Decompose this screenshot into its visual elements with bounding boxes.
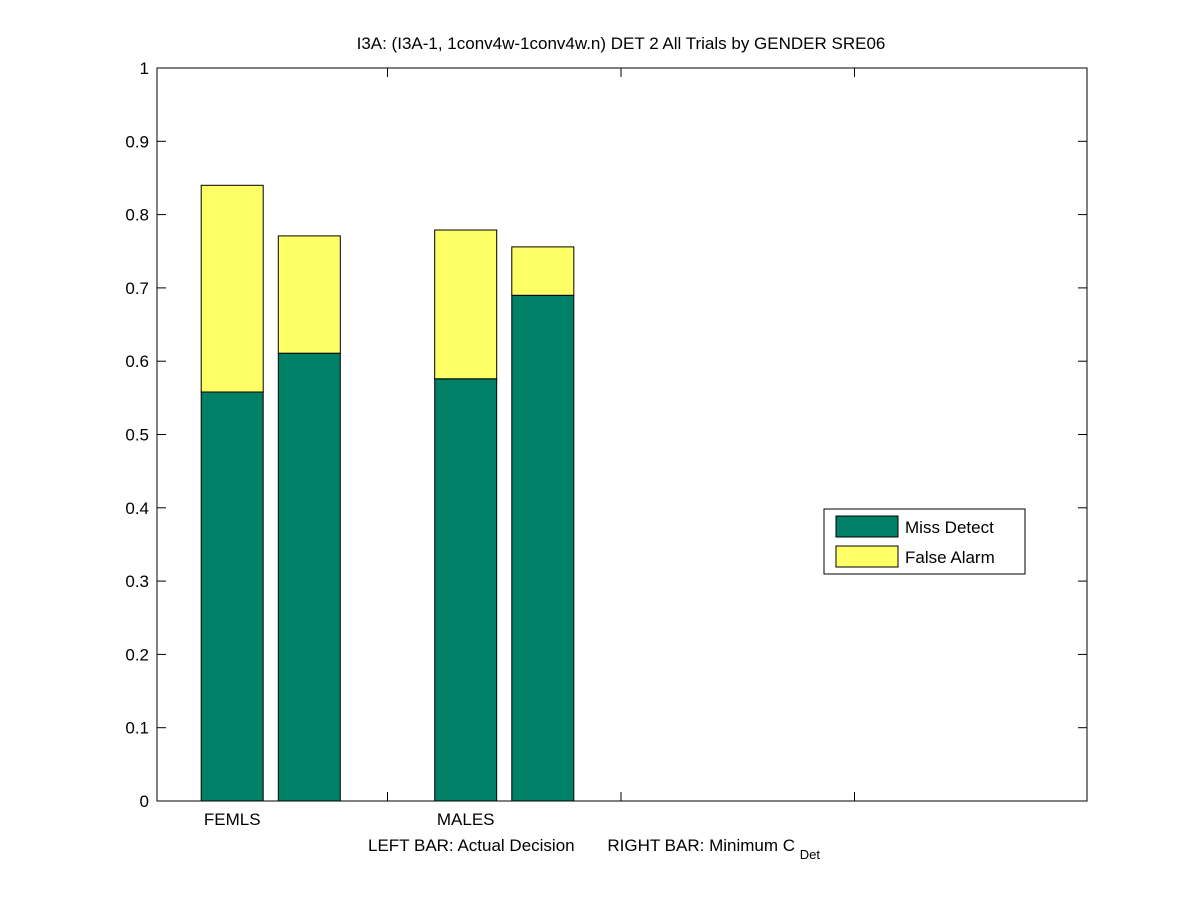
y-tick-label: 0.3	[125, 572, 149, 591]
chart-title: I3A: (I3A-1, 1conv4w-1conv4w.n) DET 2 Al…	[357, 34, 886, 53]
legend: Miss Detect False Alarm	[823, 508, 1026, 575]
y-tick-label: 0.7	[125, 279, 149, 298]
x-label-right-prefix: RIGHT BAR:	[607, 836, 704, 855]
legend-swatch-false-alarm	[835, 545, 899, 568]
x-axis: FEMLS MALES	[204, 68, 855, 829]
x-label-left-prefix: LEFT BAR:	[368, 836, 454, 855]
y-axis: 0 0.1 0.2 0.3 0.4 0.5 0.6 0.7 0.8 0.9 1	[125, 59, 1087, 811]
x-label-left-text: Actual Decision	[457, 836, 574, 855]
x-tick-label: MALES	[437, 810, 495, 829]
x-axis-label: LEFT BAR: Actual Decision RIGHT BAR: Min…	[368, 836, 820, 862]
bar-males-minimum-miss-detect	[511, 294, 575, 802]
bar-femls-actual-miss-detect	[200, 391, 264, 802]
legend-swatch-miss-detect	[835, 515, 899, 538]
y-tick-label: 0.5	[125, 426, 149, 445]
bar-femls-minimum-miss-detect	[277, 352, 341, 802]
y-tick-label: 0.9	[125, 132, 149, 151]
y-tick-label: 0.2	[125, 645, 149, 664]
bar-males-actual-false-alarm	[434, 229, 498, 380]
bar-males-actual-miss-detect	[434, 378, 498, 802]
x-tick-label: FEMLS	[204, 810, 261, 829]
y-tick-label: 0	[140, 792, 149, 811]
bar-males-minimum-false-alarm	[511, 246, 575, 296]
y-tick-label: 1	[140, 59, 149, 78]
bars	[200, 184, 575, 802]
y-tick-label: 0.4	[125, 499, 149, 518]
bar-femls-actual-false-alarm	[200, 184, 264, 393]
bar-femls-minimum-false-alarm	[277, 235, 341, 354]
x-label-subscript: Det	[800, 847, 821, 862]
y-tick-label: 0.6	[125, 352, 149, 371]
y-tick-label: 0.1	[125, 719, 149, 738]
y-tick-label: 0.8	[125, 206, 149, 225]
legend-label-false-alarm: False Alarm	[905, 548, 995, 567]
legend-label-miss-detect: Miss Detect	[905, 518, 994, 537]
x-label-right-text: Minimum C	[709, 836, 795, 855]
